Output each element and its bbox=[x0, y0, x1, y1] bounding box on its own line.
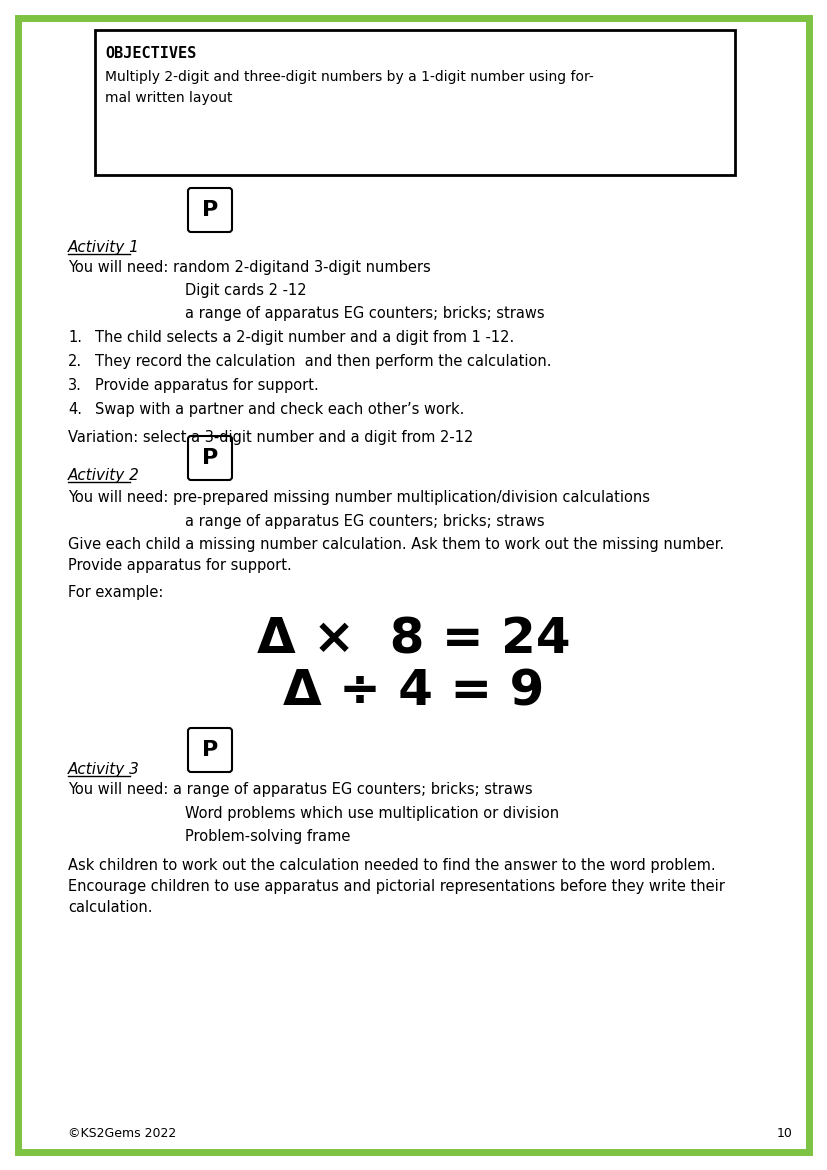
Text: Give each child a missing number calculation. Ask them to work out the missing n: Give each child a missing number calcula… bbox=[68, 537, 724, 573]
Text: 3.: 3. bbox=[68, 378, 82, 393]
Text: Multiply 2-digit and three-digit numbers by a 1-digit number using for-
mal writ: Multiply 2-digit and three-digit numbers… bbox=[105, 70, 594, 104]
Text: 4.: 4. bbox=[68, 402, 82, 417]
Text: Digit cards 2 -12: Digit cards 2 -12 bbox=[185, 283, 307, 298]
Bar bbox=[95, 30, 735, 176]
Text: Activity 1: Activity 1 bbox=[68, 240, 140, 255]
Text: P: P bbox=[202, 448, 218, 468]
Text: You will need: random 2-digitand 3-digit numbers: You will need: random 2-digitand 3-digit… bbox=[68, 260, 431, 275]
Text: Ask children to work out the calculation needed to find the answer to the word p: Ask children to work out the calculation… bbox=[68, 858, 725, 915]
FancyBboxPatch shape bbox=[188, 188, 232, 232]
Text: 2.: 2. bbox=[68, 355, 82, 369]
FancyBboxPatch shape bbox=[188, 436, 232, 480]
Text: Problem-solving frame: Problem-solving frame bbox=[185, 830, 351, 844]
Text: Swap with a partner and check each other’s work.: Swap with a partner and check each other… bbox=[95, 402, 465, 417]
Text: 1.: 1. bbox=[68, 330, 82, 345]
Text: The child selects a 2-digit number and a digit from 1 -12.: The child selects a 2-digit number and a… bbox=[95, 330, 514, 345]
Text: P: P bbox=[202, 739, 218, 761]
Text: You will need: pre-prepared missing number multiplication/division calculations: You will need: pre-prepared missing numb… bbox=[68, 490, 650, 505]
FancyBboxPatch shape bbox=[188, 728, 232, 772]
Text: 10: 10 bbox=[777, 1127, 793, 1140]
Text: Activity 2: Activity 2 bbox=[68, 468, 140, 483]
Text: Word problems which use multiplication or division: Word problems which use multiplication o… bbox=[185, 806, 559, 821]
Text: Variation: select a 3-digit number and a digit from 2-12: Variation: select a 3-digit number and a… bbox=[68, 431, 473, 445]
Text: a range of apparatus EG counters; bricks; straws: a range of apparatus EG counters; bricks… bbox=[185, 514, 545, 529]
Text: You will need: a range of apparatus EG counters; bricks; straws: You will need: a range of apparatus EG c… bbox=[68, 782, 533, 797]
Text: ©KS2Gems 2022: ©KS2Gems 2022 bbox=[68, 1127, 176, 1140]
Text: OBJECTIVES: OBJECTIVES bbox=[105, 46, 196, 61]
Text: Δ ÷ 4 = 9: Δ ÷ 4 = 9 bbox=[283, 668, 544, 716]
Text: For example:: For example: bbox=[68, 585, 164, 600]
Text: Provide apparatus for support.: Provide apparatus for support. bbox=[95, 378, 318, 393]
Text: a range of apparatus EG counters; bricks; straws: a range of apparatus EG counters; bricks… bbox=[185, 307, 545, 321]
Text: Activity 3: Activity 3 bbox=[68, 762, 140, 777]
Text: Δ ×  8 = 24: Δ × 8 = 24 bbox=[256, 615, 571, 663]
Text: They record the calculation  and then perform the calculation.: They record the calculation and then per… bbox=[95, 355, 552, 369]
Text: P: P bbox=[202, 200, 218, 220]
